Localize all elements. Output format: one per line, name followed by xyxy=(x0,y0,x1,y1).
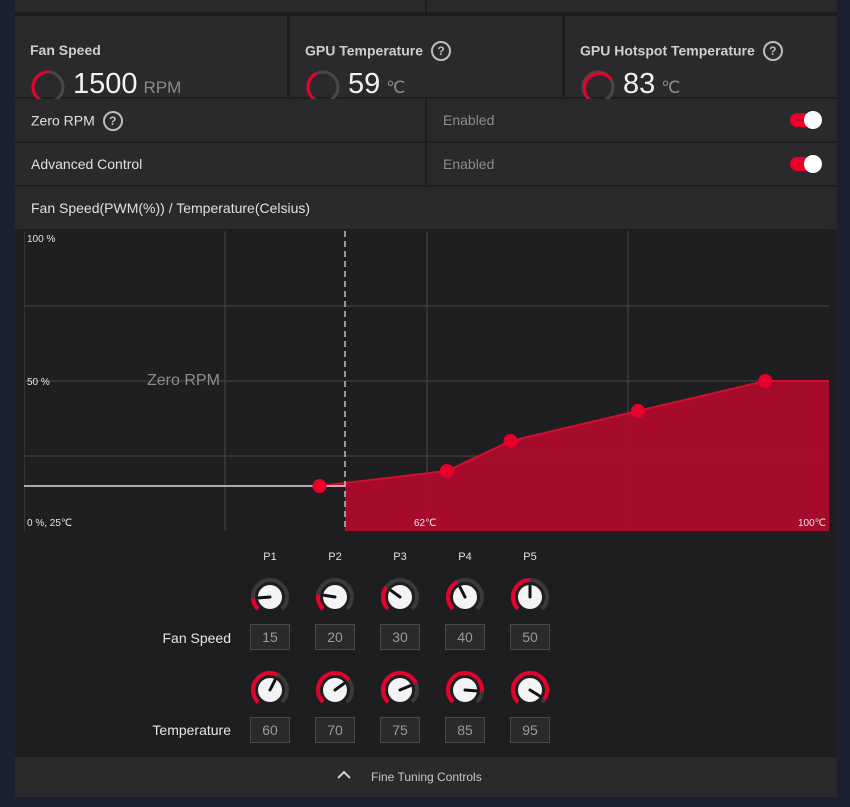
knob-indicator xyxy=(389,589,402,599)
top-strip-right xyxy=(427,0,837,12)
fan-speed-title: Fan Speed xyxy=(30,42,101,58)
knob-fill xyxy=(511,671,549,704)
curve-point-handle[interactable] xyxy=(312,479,327,493)
temperature-p1-input[interactable]: 60 xyxy=(250,717,290,743)
gpu-hotspot-card: GPU Hotspot Temperature? 83 ℃ xyxy=(565,16,837,104)
fan-curve-plot[interactable] xyxy=(23,231,829,531)
knob-fill xyxy=(251,671,279,704)
curve-point-handle[interactable] xyxy=(439,464,454,478)
help-icon[interactable]: ? xyxy=(762,41,783,61)
point-label: P1 xyxy=(263,551,277,563)
point-label: P3 xyxy=(393,551,407,563)
chevron-up-icon xyxy=(337,770,351,779)
fine-tuning-controls-label: Fine Tuning Controls xyxy=(371,770,482,784)
fan-speed-p5-input[interactable]: 50 xyxy=(510,624,550,650)
fan-curve-area xyxy=(319,381,829,531)
fan-speed-p4-knob[interactable] xyxy=(445,577,485,617)
advanced-control-row: Advanced Control xyxy=(15,143,425,185)
fan-speed-p3-input[interactable]: 30 xyxy=(380,624,420,650)
toggle-knob xyxy=(804,111,822,129)
knob-fill xyxy=(251,598,260,611)
advanced-control-state: Enabled xyxy=(443,156,495,172)
knob-indicator xyxy=(458,585,467,599)
gpu-hotspot-title: GPU Hotspot Temperature? xyxy=(580,41,783,62)
fan-speed-value: 1500 RPM xyxy=(73,68,182,100)
knob-indicator xyxy=(463,688,478,693)
knob-indicator xyxy=(268,678,277,692)
fan-speed-p5-knob[interactable] xyxy=(510,577,550,617)
fan-speed-p1-input[interactable]: 15 xyxy=(250,624,290,650)
point-label: P2 xyxy=(328,551,342,563)
temperature-p5-input[interactable]: 95 xyxy=(510,717,550,743)
origin-label: 0 %, 25℃ xyxy=(27,518,73,529)
top-strip-left xyxy=(15,0,425,12)
gpu-hotspot-value: 83 ℃ xyxy=(623,68,681,100)
advanced-control-setting: Enabled xyxy=(427,143,837,185)
gpu-temperature-title: GPU Temperature? xyxy=(305,41,451,62)
knob-fill xyxy=(446,671,484,704)
gpu-temperature-value: 59 ℃ xyxy=(348,68,406,100)
knob-indicator xyxy=(333,682,346,692)
knob-fill xyxy=(446,580,459,611)
toggle-knob xyxy=(804,155,822,173)
help-icon[interactable]: ? xyxy=(102,111,123,131)
point-label: P4 xyxy=(458,551,472,563)
y-tick-label: 100 % xyxy=(27,234,56,245)
temperature-p3-knob[interactable] xyxy=(380,670,420,710)
knob-fill xyxy=(316,594,325,611)
temperature-p3-input[interactable]: 75 xyxy=(380,717,420,743)
fan-curve-title: Fan Speed(PWM(%)) / Temperature(Celsius) xyxy=(31,200,311,216)
advanced-control-toggle[interactable] xyxy=(790,155,822,173)
y-tick-label: 50 % xyxy=(27,377,50,388)
fan-speed-p2-input[interactable]: 20 xyxy=(315,624,355,650)
temperature-p4-input[interactable]: 85 xyxy=(445,717,485,743)
fan-curve-chart[interactable]: 100 % 50 % 0 %, 25℃ 62℃ 100℃ Zero RPM xyxy=(23,231,829,531)
zero-rpm-state: Enabled xyxy=(443,112,495,128)
help-icon[interactable]: ? xyxy=(431,41,451,61)
knob-indicator xyxy=(528,688,541,698)
curve-point-handle[interactable] xyxy=(758,374,773,388)
knob-indicator xyxy=(257,595,272,600)
temperature-p5-knob[interactable] xyxy=(510,670,550,710)
curve-point-handle[interactable] xyxy=(630,404,645,418)
zero-rpm-label: Zero RPM? xyxy=(31,111,123,132)
fine-tuning-controls-toggle[interactable]: Fine Tuning Controls xyxy=(15,757,837,797)
advanced-control-label: Advanced Control xyxy=(31,156,143,172)
knob-fill xyxy=(511,578,531,611)
temperature-p2-knob[interactable] xyxy=(315,670,355,710)
knob-indicator xyxy=(398,684,412,692)
x-tick-label: 100℃ xyxy=(798,518,826,529)
zero-rpm-setting: Enabled xyxy=(427,99,837,141)
point-label: P5 xyxy=(523,551,537,563)
knob-fill xyxy=(381,671,418,704)
temperature-p4-knob[interactable] xyxy=(445,670,485,710)
fan-speed-p4-input[interactable]: 40 xyxy=(445,624,485,650)
gpu-temperature-card: GPU Temperature? 59 ℃ xyxy=(290,16,562,104)
fan-speed-row-label: Fan Speed xyxy=(162,630,232,646)
curve-point-handle[interactable] xyxy=(503,434,518,448)
knob-fill xyxy=(316,671,351,704)
knob-fill xyxy=(381,585,390,611)
temperature-p2-input[interactable]: 70 xyxy=(315,717,355,743)
temperature-p1-knob[interactable] xyxy=(250,670,290,710)
x-tick-label: 62℃ xyxy=(414,518,437,529)
fan-curve-header: Fan Speed(PWM(%)) / Temperature(Celsius) xyxy=(15,187,837,229)
zero-rpm-region-label: Zero RPM xyxy=(147,372,220,389)
fan-speed-p2-knob[interactable] xyxy=(315,577,355,617)
zero-rpm-toggle[interactable] xyxy=(790,111,822,129)
temperature-row-label: Temperature xyxy=(152,722,231,738)
fan-speed-p1-knob[interactable] xyxy=(250,577,290,617)
knob-indicator xyxy=(322,593,337,599)
zero-rpm-row: Zero RPM? xyxy=(15,99,425,141)
fan-speed-card: Fan Speed 1500 RPM xyxy=(15,16,287,104)
fan-speed-p3-knob[interactable] xyxy=(380,577,420,617)
